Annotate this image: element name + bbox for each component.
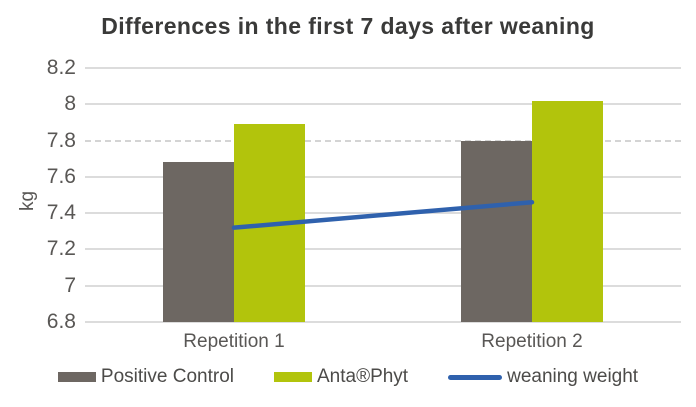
y-tick-label-7: 7 <box>64 273 76 297</box>
legend-item-anta-phyt: Anta®Phyt <box>273 366 409 388</box>
x-category-label-repetition-2: Repetition 2 <box>481 331 583 352</box>
bar-positive-control-repetition-1 <box>163 162 234 322</box>
legend-label: weaning weight <box>507 366 639 387</box>
plot-area <box>85 67 681 323</box>
chart-title: Differences in the first 7 days after we… <box>101 13 595 39</box>
gridline-7.2 <box>85 248 681 251</box>
gridline-7.6 <box>85 175 681 178</box>
legend-swatch-icon <box>273 372 312 382</box>
y-tick-label-8.2: 8.2 <box>46 56 76 79</box>
gridline-7.8 <box>85 139 681 142</box>
y-tick-label-6.8: 6.8 <box>46 310 76 333</box>
y-tick-label-8: 8 <box>64 92 76 116</box>
legend-line-icon <box>448 374 503 380</box>
legend: Positive Control Anta®Phyt weaning weight <box>0 366 696 388</box>
gridline-7 <box>85 284 681 287</box>
x-category-label-repetition-1: Repetition 1 <box>183 331 285 352</box>
bar-anta-phyt-repetition-2 <box>532 100 603 322</box>
y-tick-label-7.4: 7.4 <box>46 201 76 225</box>
legend-swatch-icon <box>57 372 96 382</box>
bar-anta-phyt-repetition-1 <box>234 124 305 322</box>
y-tick-label-7.2: 7.2 <box>46 237 76 261</box>
y-tick-label-7.6: 7.6 <box>46 164 76 188</box>
gridline-8.2 <box>85 67 681 69</box>
legend-label: Anta®Phyt <box>316 366 409 387</box>
legend-label: Positive Control <box>100 366 234 387</box>
legend-item-weaning-weight: weaning weight <box>448 366 638 388</box>
legend-item-positive-control: Positive Control <box>57 366 234 388</box>
gridline-6.8 <box>85 321 681 323</box>
bar-positive-control-repetition-2 <box>461 140 532 322</box>
y-tick-label-7.8: 7.8 <box>46 128 76 152</box>
gridline-8 <box>85 103 681 106</box>
